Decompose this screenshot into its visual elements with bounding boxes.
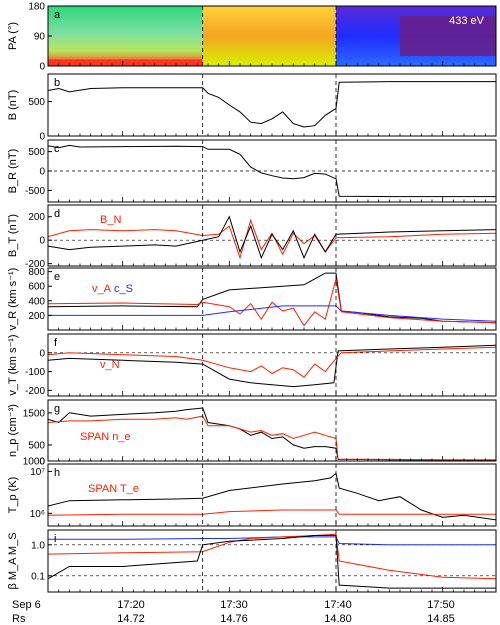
ytick-label: 500 (28, 440, 45, 451)
xaxis-tick-rs-2: 14.76 (220, 613, 248, 625)
axis-label-y: T_p (K) (7, 477, 19, 514)
series-line-red (48, 218, 496, 260)
panel-letter: f (54, 337, 58, 349)
series-line-blue (48, 305, 496, 322)
axis-label-y: B_T (nT) (7, 214, 19, 257)
panel-letter: e (54, 271, 60, 283)
xaxis-tick-time-3: 17:40 (324, 599, 352, 611)
ytick-label: 0 (39, 457, 45, 468)
panel-f: f -200 -100 0 v_T (km s⁻¹) v_N (7, 333, 497, 397)
series-line-black (48, 535, 496, 589)
panel-g: g 0 500 1000 1500 n_p (cm⁻³) SPAN n_e (7, 399, 497, 468)
xaxis-tick-time-1: 17:20 (117, 599, 145, 611)
series-label: B_N (100, 214, 121, 226)
panel-b: b 0 500 B (nT) (7, 73, 497, 143)
xaxis-tick-rs-1: 14.72 (117, 613, 145, 625)
xaxis-tick-rs-4: 14.85 (427, 613, 455, 625)
series-label: v_N (100, 359, 120, 371)
series-line-red (48, 509, 496, 516)
axis-label-y: β M_A M_S (7, 532, 19, 589)
panel-letter: h (54, 467, 60, 479)
ytick-label: 200 (28, 311, 45, 322)
axis-label-y: n_p (cm⁻³) (7, 404, 19, 457)
series-line-black (48, 272, 496, 324)
heatmap-band (48, 59, 203, 66)
series-label: SPAN T_e (88, 483, 139, 495)
series-line-black (48, 215, 496, 260)
series-line-blue (48, 536, 496, 546)
ytick-label: 0 (39, 236, 45, 247)
panel-letter: b (54, 77, 60, 89)
heatmap-segment (202, 6, 336, 66)
panel-a: 433 eV a 0 90 180 PA (°) (7, 2, 497, 73)
ytick-label: 180 (28, 2, 45, 13)
panel-letter: a (54, 9, 61, 21)
ytick-label: 500 (28, 147, 45, 158)
xaxis-tick-time-4: 17:50 (427, 599, 455, 611)
axis-label-y: PA (°) (7, 22, 19, 50)
ytick-label: -200 (25, 259, 45, 270)
panel-h: h 10⁶ 10⁷ T_p (K) SPAN T_e (7, 463, 497, 527)
xaxis-tick-rs-3: 14.80 (324, 613, 352, 625)
xaxis-tick-time-2: 17:30 (220, 599, 248, 611)
ytick-label: -500 (25, 186, 45, 197)
heatmap-band (400, 16, 496, 56)
series-label: c_S (114, 283, 133, 295)
xaxis-row-label-date: Sep 6 (12, 599, 41, 611)
panel-frame (47, 73, 497, 137)
ytick-label: 400 (28, 296, 45, 307)
ytick-label: -200 (25, 386, 45, 397)
series-line-black (48, 81, 496, 128)
ytick-label: 600 (28, 282, 45, 293)
annotation-energy: 433 eV (449, 15, 485, 27)
panel-letter: i (54, 533, 56, 545)
ytick-label: 0 (39, 132, 45, 143)
panel-letter: c (54, 143, 60, 155)
axis-label-y: v_R (km s⁻¹) (7, 268, 19, 331)
series-line-red (48, 533, 496, 580)
ytick-label: 800 (28, 267, 45, 278)
xaxis-row-label-rs: Rs (12, 613, 26, 625)
series-line-black (48, 472, 496, 521)
panel-letter: d (54, 208, 60, 220)
ytick-label: 0.1 (31, 571, 45, 582)
panel-i: i 0.1 1.0 β M_A M_S (7, 529, 497, 593)
ytick-label: 90 (34, 32, 46, 43)
axis-label-y: B_R (nT) (7, 149, 19, 194)
ytick-label: 1500 (23, 408, 46, 419)
series-line-red (48, 278, 496, 327)
series-label: v_A (92, 283, 112, 295)
panel-frame (47, 463, 497, 527)
ytick-label: 0 (39, 348, 45, 359)
ytick-label: 200 (28, 212, 45, 223)
series-line-red (48, 415, 496, 461)
series-line-black (48, 407, 496, 461)
panel-d: d -200 0 200 B_T (nT) B_N (7, 204, 497, 270)
ytick-label: 10⁶ (30, 509, 45, 520)
heatmap-segment (48, 6, 203, 66)
ytick-label: 500 (28, 97, 45, 108)
ytick-label: 0 (39, 62, 45, 73)
panel-c: c -500 0 500 B_R (nT) (7, 139, 497, 203)
series-label: SPAN n_e (80, 431, 131, 443)
panel-letter: g (54, 403, 60, 415)
ytick-label: 10⁷ (30, 467, 45, 478)
axis-label-y: B (nT) (7, 90, 19, 121)
series-line-black (48, 144, 496, 198)
panel-e: e 200 400 600 800 v_R (km s⁻¹) v_A c_S (7, 267, 497, 331)
ytick-label: 1.0 (31, 540, 45, 551)
ytick-label: 0 (39, 167, 45, 178)
ytick-label: 1000 (23, 456, 46, 467)
axis-label-y: v_T (km s⁻¹) (7, 334, 19, 395)
ytick-label: -100 (25, 367, 45, 378)
series-line-red (48, 346, 496, 378)
series-line-black (48, 344, 496, 388)
